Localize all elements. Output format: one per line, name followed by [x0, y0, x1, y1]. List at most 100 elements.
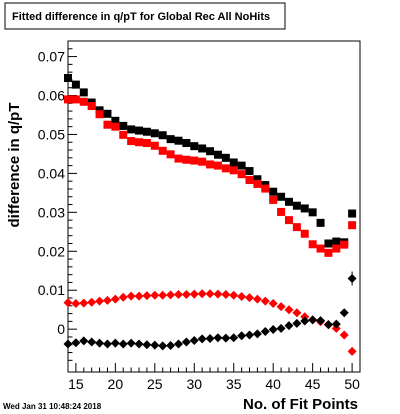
data-point: [197, 289, 207, 299]
data-point: [181, 290, 191, 300]
data-point: [268, 325, 278, 335]
x-tick-label: 25: [147, 376, 163, 392]
data-point: [126, 338, 136, 348]
data-point: [150, 129, 159, 138]
data-point: [135, 138, 144, 147]
data-point: [284, 197, 293, 206]
data-point: [205, 289, 215, 299]
data-point: [331, 319, 341, 329]
data-point: [237, 161, 246, 170]
data-point: [292, 308, 302, 318]
data-point: [79, 298, 89, 308]
data-point: [308, 240, 317, 249]
data-point: [292, 223, 301, 232]
data-point: [181, 337, 191, 347]
data-point: [277, 192, 286, 201]
data-point: [237, 291, 247, 301]
data-point: [323, 319, 333, 329]
data-point: [64, 95, 72, 104]
data-point: [127, 125, 136, 134]
data-point: [324, 248, 333, 257]
data-point: [245, 293, 255, 303]
data-point: [158, 146, 167, 155]
data-point: [316, 218, 325, 227]
data-point: [87, 337, 97, 347]
data-point: [64, 73, 72, 82]
data-point: [190, 156, 199, 165]
data-point: [102, 339, 112, 349]
data-point: [292, 318, 302, 328]
data-point: [316, 316, 326, 326]
data-point: [63, 339, 73, 349]
data-point: [118, 339, 128, 349]
data-point: [95, 296, 105, 306]
data-point: [127, 137, 136, 146]
data-point: [213, 150, 222, 159]
data-point: [134, 339, 144, 349]
axis-ticks: 15 20 25 30 35 40 45 50 0 0.01 0.02 0.03 0.04 0.05 0.0…: [38, 40, 361, 392]
data-point: [252, 329, 262, 339]
y-tick-label: 0.03: [38, 204, 65, 220]
data-point: [206, 160, 215, 169]
data-point: [79, 97, 88, 106]
x-axis-label: No. of Fit Points: [243, 396, 358, 413]
data-point: [229, 333, 239, 343]
y-tick-label: 0.05: [38, 126, 65, 142]
data-point: [347, 346, 357, 356]
data-point: [300, 229, 309, 238]
data-point: [95, 338, 105, 348]
data-point: [103, 120, 112, 129]
data-point: [87, 102, 96, 111]
data-point: [308, 315, 318, 325]
data-point: [71, 95, 80, 104]
data-point: [71, 298, 81, 308]
data-point: [276, 323, 286, 333]
data-point: [173, 339, 183, 349]
data-point: [348, 221, 357, 230]
data-point: [142, 139, 151, 148]
title-box: [4, 2, 286, 30]
data-point: [245, 167, 254, 176]
y-tick-label: 0.01: [38, 282, 65, 298]
data-point: [166, 290, 176, 300]
data-point: [229, 158, 238, 167]
data-point: [348, 209, 357, 218]
data-point: [63, 298, 73, 308]
data-point: [135, 126, 144, 135]
data-point: [237, 170, 246, 179]
data-point: [174, 154, 183, 163]
data-point: [300, 204, 309, 213]
data-point: [111, 122, 120, 131]
data-point: [260, 296, 270, 306]
data-point: [229, 166, 238, 175]
data-point: [269, 187, 278, 196]
data-point: [87, 297, 97, 307]
data-point: [339, 308, 349, 318]
y-axis-label: difference in q/pT: [6, 102, 23, 227]
data-point: [158, 290, 168, 300]
data-point: [340, 240, 349, 249]
data-point: [158, 131, 167, 140]
data-point: [260, 327, 270, 337]
data-point: [102, 295, 112, 305]
data-point: [166, 150, 175, 159]
data-point: [71, 80, 80, 89]
data-point: [142, 127, 151, 136]
data-point: [110, 338, 120, 348]
data-point: [198, 157, 207, 166]
data-point: [142, 291, 152, 301]
data-point: [332, 244, 341, 253]
data-point: [119, 121, 128, 130]
data-point: [134, 291, 144, 301]
data-point: [245, 330, 255, 340]
data-point: [174, 136, 183, 145]
y-tick-label: 0.04: [38, 165, 65, 181]
data-point: [221, 333, 231, 343]
data-point: [253, 179, 262, 188]
data-point: [182, 139, 191, 148]
y-tick-label: 0.07: [38, 49, 65, 65]
data-point: [300, 316, 310, 326]
data-point: [252, 294, 262, 304]
data-point: [119, 130, 128, 139]
